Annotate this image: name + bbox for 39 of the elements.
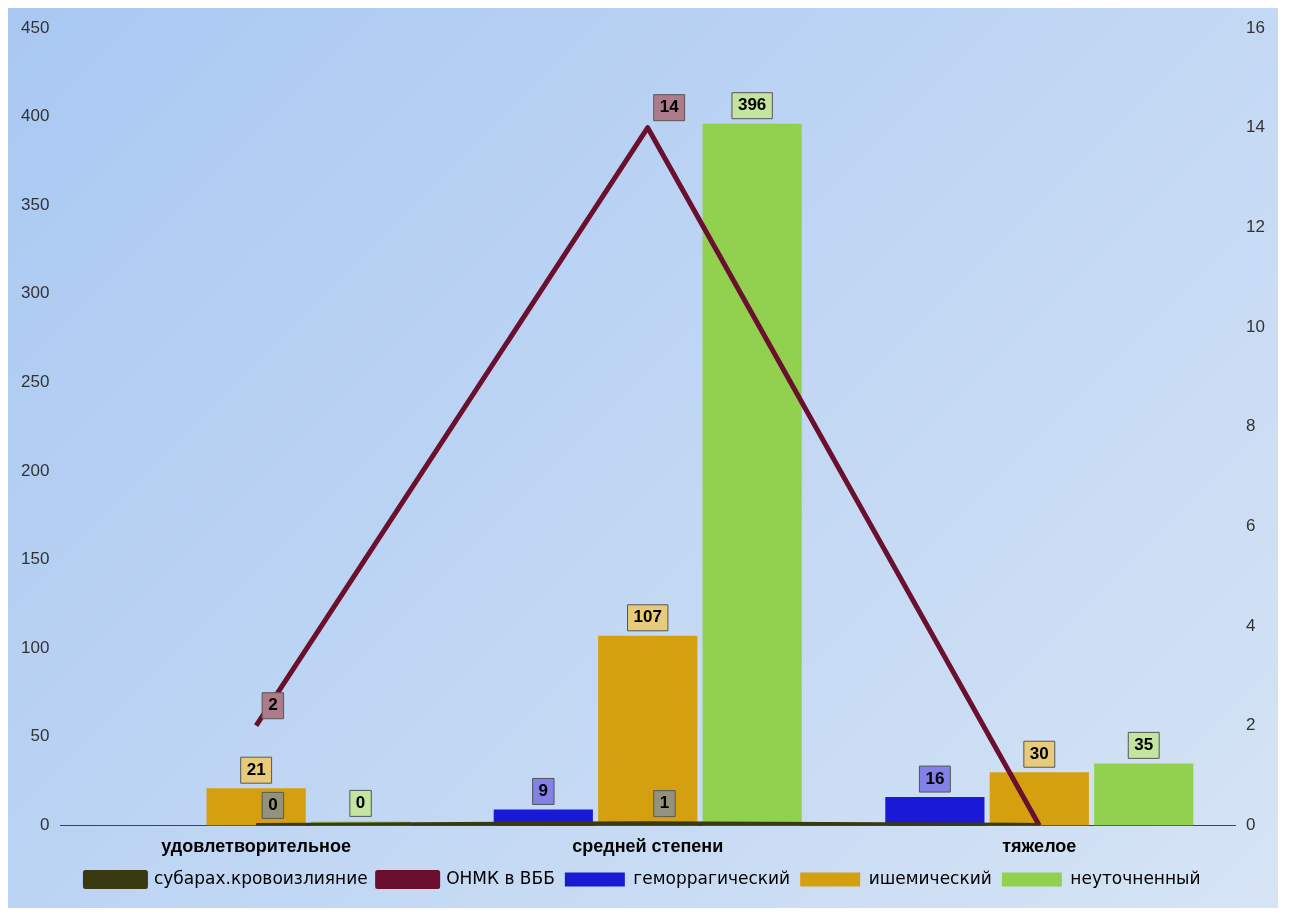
x-tick-label: удовлетворительное bbox=[161, 836, 351, 857]
y-tick-label: 300 bbox=[20, 283, 50, 303]
legend-label: ишемический bbox=[868, 867, 992, 888]
y-tick-label: 450 bbox=[20, 17, 50, 37]
data-label: 35 bbox=[1134, 735, 1154, 755]
legend-label: геморрагический bbox=[633, 867, 791, 888]
data-label: 107 bbox=[633, 607, 662, 627]
legend-label: ОНМК в ВББ bbox=[446, 867, 555, 888]
data-label: 14 bbox=[659, 97, 680, 117]
y2-tick-label: 14 bbox=[1246, 117, 1266, 137]
y-tick-label: 350 bbox=[20, 194, 50, 214]
data-label: 396 bbox=[737, 95, 767, 115]
y2-tick-label: 6 bbox=[1246, 516, 1256, 536]
y2-tick-label: 12 bbox=[1246, 217, 1266, 237]
data-label: 16 bbox=[925, 768, 945, 788]
y2-tick-label: 0 bbox=[1246, 815, 1256, 835]
y2-tick-label: 16 bbox=[1246, 17, 1266, 37]
x-tick-label: тяжелое bbox=[1002, 836, 1077, 857]
y-tick-label: 150 bbox=[20, 549, 50, 569]
legend-label: субарах.кровоизлияние bbox=[153, 867, 368, 888]
data-label: 0 bbox=[268, 795, 278, 815]
y2-tick-label: 10 bbox=[1246, 316, 1266, 336]
y-tick-label: 100 bbox=[20, 637, 50, 657]
data-label: 30 bbox=[1029, 743, 1049, 763]
data-label: 21 bbox=[246, 759, 266, 779]
legend-label: неуточненный bbox=[1070, 867, 1201, 888]
y2-tick-label: 8 bbox=[1246, 416, 1256, 436]
y-tick-label: 400 bbox=[20, 106, 50, 126]
data-label: 2 bbox=[268, 695, 278, 715]
y-tick-label: 0 bbox=[39, 815, 50, 835]
data-label: 0 bbox=[355, 793, 366, 813]
data-label: 9 bbox=[538, 781, 549, 801]
data-label: 1 bbox=[659, 793, 670, 813]
y-tick-label: 250 bbox=[20, 372, 50, 392]
y-tick-label: 200 bbox=[20, 460, 50, 480]
y2-tick-label: 4 bbox=[1246, 615, 1256, 635]
y2-tick-label: 2 bbox=[1246, 715, 1256, 735]
x-tick-label: средней степени bbox=[572, 836, 724, 857]
y-tick-label: 50 bbox=[30, 726, 50, 746]
